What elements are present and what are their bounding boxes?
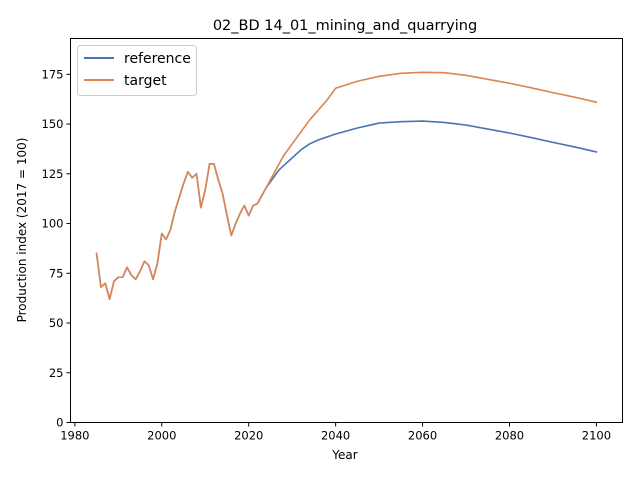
legend-label-target: target — [124, 73, 167, 89]
y-tick-label: 50 — [49, 316, 64, 330]
x-tick-label: 2060 — [408, 429, 437, 443]
series-layer — [95, 71, 598, 300]
y-tick-label: 0 — [56, 416, 63, 430]
x-axis: 1980 2000 2020 2040 2060 2080 2100 — [60, 422, 611, 443]
y-tick-label: 25 — [49, 366, 64, 380]
chart-title: 02_BD 14_01_mining_and_quarrying — [213, 18, 477, 34]
legend-label-reference: reference — [124, 51, 191, 67]
plot-frame — [70, 38, 623, 423]
x-tick-label: 2020 — [234, 429, 263, 443]
y-tick-label: 125 — [42, 167, 64, 181]
x-tick-label: 2100 — [582, 429, 611, 443]
x-axis-label: Year — [331, 448, 357, 462]
legend: reference target — [77, 45, 197, 96]
series-line-target — [95, 71, 598, 300]
x-tick-label: 1980 — [60, 429, 89, 443]
y-axis-label: Production index (2017 = 100) — [15, 138, 29, 323]
y-tick-label: 100 — [42, 217, 64, 231]
x-tick-label: 2040 — [321, 429, 350, 443]
y-tick-label: 75 — [49, 266, 64, 280]
x-tick-label: 2080 — [495, 429, 524, 443]
y-axis: 0 25 50 75 100 125 150 175 — [42, 67, 71, 430]
y-tick-label: 175 — [42, 67, 64, 81]
y-tick-label: 150 — [42, 117, 64, 131]
x-tick-label: 2000 — [147, 429, 176, 443]
